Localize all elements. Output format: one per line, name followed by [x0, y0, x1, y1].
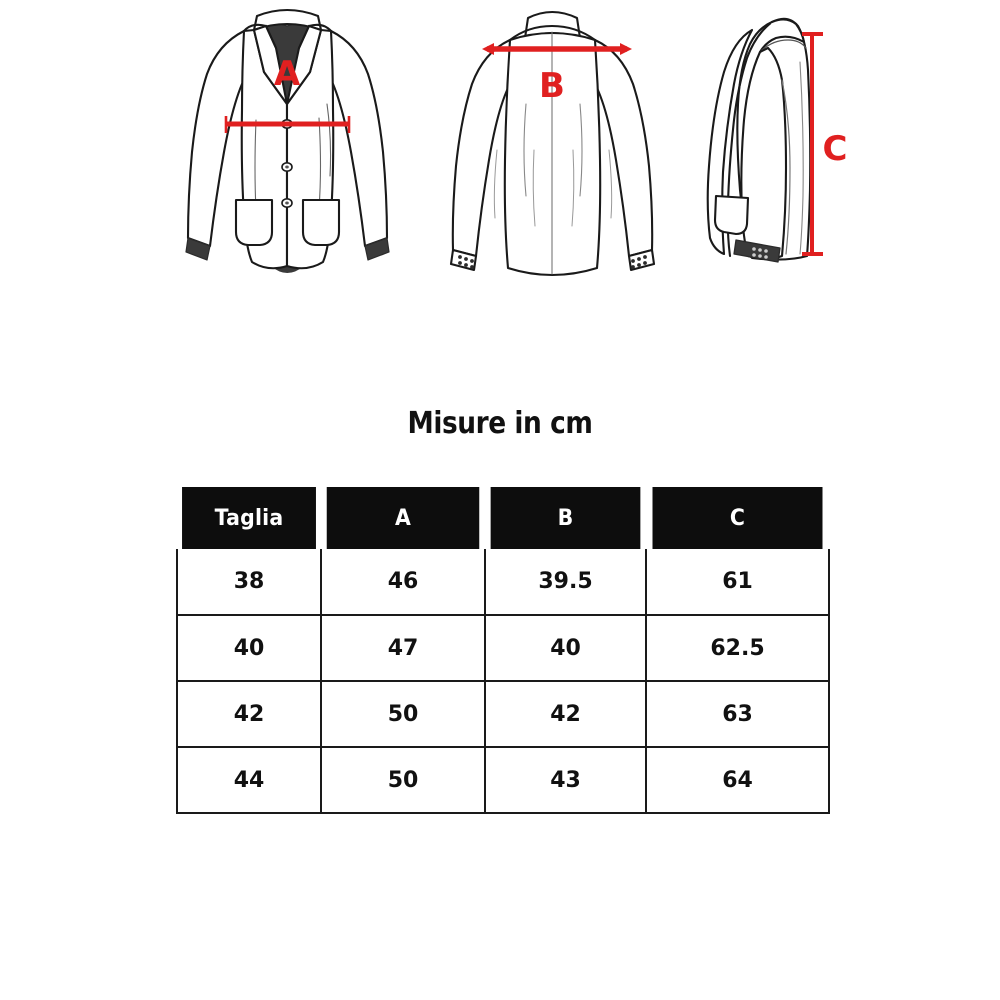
table-row: 40 47 40 62.5: [176, 614, 830, 682]
cell-a: 47: [320, 614, 486, 682]
side-cuff: [733, 239, 781, 263]
jacket-front-illustration: A: [180, 0, 395, 400]
cell-b: 39.5: [484, 549, 647, 616]
jacket-back-illustration: B: [440, 0, 665, 400]
table-header-row: Taglia A B C: [177, 487, 829, 549]
cell-taglia: 38: [176, 549, 322, 616]
size-table: Taglia A B C 38 46 39.5 61 40 47 40 62.5: [176, 487, 830, 814]
cell-a: 50: [320, 680, 486, 748]
jacket-side-illustration: C: [690, 0, 870, 400]
cuff-buttons-left: [458, 255, 474, 269]
cell-a: 50: [320, 746, 486, 814]
header-taglia: Taglia: [182, 487, 316, 549]
cell-taglia: 42: [176, 680, 322, 748]
table-row: 38 46 39.5 61: [176, 549, 830, 616]
measure-arrow-caps-a: [224, 116, 351, 133]
size-table-container: Taglia A B C 38 46 39.5 61 40 47 40 62.5: [176, 487, 830, 814]
measure-end-caps-c: [802, 32, 823, 256]
cell-c: 61: [645, 549, 830, 616]
patch-pocket-left: [234, 198, 274, 247]
table-row: 42 50 42 63: [176, 680, 830, 748]
header-a: A: [326, 487, 480, 549]
garment-illustrations: A: [0, 0, 1000, 400]
front-buttons: [281, 119, 293, 209]
cell-a: 46: [320, 549, 486, 616]
cell-b: 42: [484, 680, 647, 748]
cuff-buttons-right: [631, 255, 647, 269]
cell-c: 63: [645, 680, 830, 748]
cell-taglia: 40: [176, 614, 322, 682]
caption-misure-in-cm: Misure in cm: [407, 406, 593, 441]
cell-taglia: 44: [176, 746, 322, 814]
label-a: A: [274, 54, 301, 94]
cell-c: 62.5: [645, 614, 830, 682]
measure-arrowheads-b: [482, 43, 632, 55]
side-cuff-buttons: [752, 247, 768, 259]
cell-c: 64: [645, 746, 830, 814]
cell-b: 40: [484, 614, 647, 682]
label-c: C: [823, 129, 848, 169]
label-b: B: [539, 66, 565, 106]
patch-pocket-right: [301, 198, 341, 247]
header-c: C: [652, 487, 823, 549]
cell-b: 43: [484, 746, 647, 814]
table-row: 44 50 43 64: [176, 746, 830, 814]
side-pocket: [713, 194, 750, 236]
header-b: B: [490, 487, 641, 549]
